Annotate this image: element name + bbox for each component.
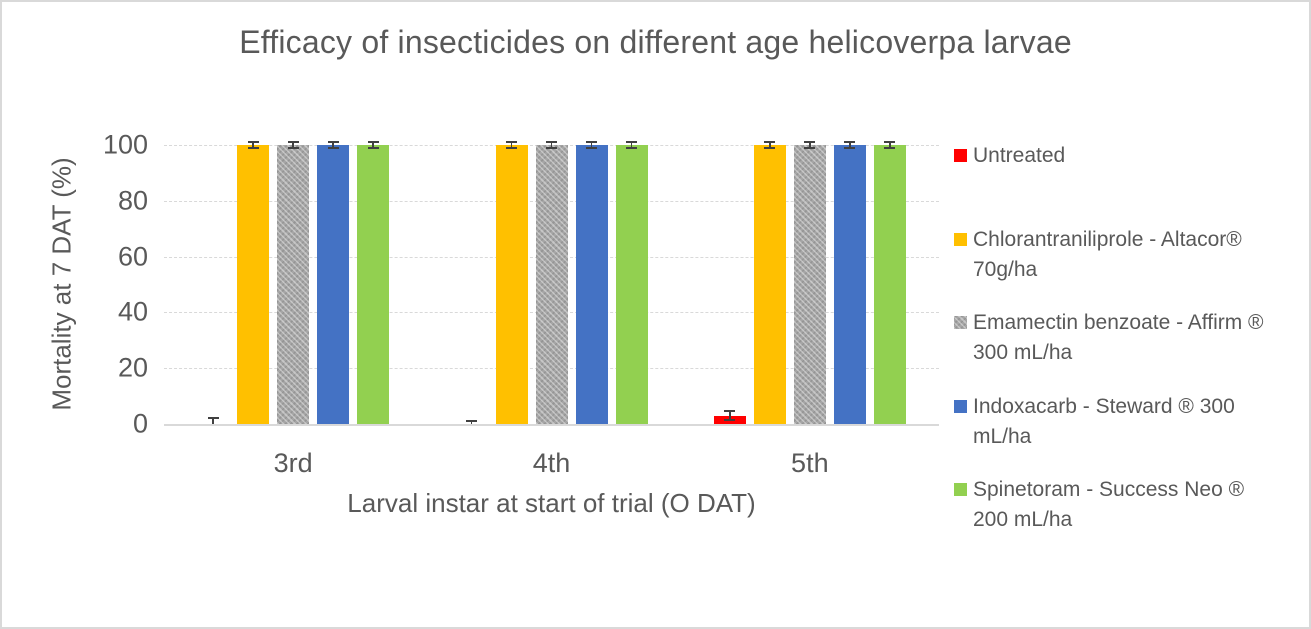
bar-series3-5th	[793, 145, 826, 424]
legend-item-5: Spinetoram - Success Neo ® 200 mL/ha	[954, 475, 1273, 535]
legend-label-4: Indoxacarb - Steward ® 300 mL/ha	[973, 395, 1235, 448]
error-cap-top-series5-5th	[884, 141, 896, 144]
bar-series2-4th	[495, 145, 528, 424]
bar-series4-5th	[833, 145, 866, 424]
plot-area	[164, 141, 939, 426]
error-whisker-series5-3rd	[372, 142, 374, 148]
legend-label-5: Spinetoram - Success Neo ® 200 mL/ha	[973, 478, 1245, 531]
error-cap-bottom-series4-5th	[844, 146, 856, 149]
bar-series2-3rd	[237, 145, 270, 424]
error-cap-top-series1-4th	[466, 420, 477, 423]
error-cap-bottom-series2-3rd	[247, 146, 259, 149]
legend-label-3: Emamectin benzoate - Affirm ® 300 mL/ha	[973, 311, 1264, 364]
bar-series3-3rd	[277, 145, 310, 424]
error-cap-bottom-series1-5th	[724, 418, 736, 421]
legend-swatch-5	[954, 483, 967, 496]
bar-series5-5th	[873, 145, 906, 424]
x-tick-label-4th: 4th	[532, 448, 571, 478]
error-whisker-series4-4th	[590, 142, 593, 148]
error-whisker-series1-5th	[729, 411, 731, 420]
y-axis-title: Mortality at 7 DAT (%)	[46, 157, 77, 411]
legend-swatch-1	[954, 149, 967, 162]
chart-title: Efficacy of insecticides on different ag…	[239, 24, 1072, 60]
error-whisker-series3-3rd	[292, 142, 294, 148]
error-cap-top-series3-3rd	[287, 141, 299, 144]
y-tick-label-60: 60	[117, 241, 148, 272]
y-tick-label-20: 20	[117, 352, 148, 383]
error-cap-top-series5-4th	[626, 141, 637, 144]
bar-series2-5th	[753, 145, 786, 424]
error-whisker-series3-5th	[809, 142, 811, 148]
error-cap-bottom-series4-3rd	[327, 146, 339, 149]
error-cap-top-series3-5th	[804, 141, 816, 144]
error-cap-bottom-series3-4th	[546, 146, 557, 149]
bar-series4-3rd	[317, 145, 350, 424]
error-whisker-series4-5th	[849, 142, 851, 148]
error-cap-top-series1-5th	[724, 410, 736, 413]
error-cap-top-series2-3rd	[247, 141, 259, 144]
error-cap-top-series3-4th	[546, 141, 557, 144]
error-whisker-series1-4th	[470, 421, 473, 424]
error-whisker-series2-3rd	[252, 142, 254, 148]
error-cap-bottom-series3-5th	[804, 146, 816, 149]
y-tick-label-40: 40	[117, 296, 148, 327]
error-cap-top-series4-5th	[844, 141, 856, 144]
error-whisker-series3-4th	[550, 142, 553, 148]
error-whisker-series5-4th	[630, 142, 633, 148]
y-tick-label-0: 0	[132, 408, 148, 439]
error-cap-bottom-series5-3rd	[367, 146, 379, 149]
legend-item-1: Untreated	[954, 141, 1273, 171]
error-cap-bottom-series5-5th	[884, 146, 896, 149]
y-tick-label-100: 100	[102, 129, 148, 160]
error-cap-top-series5-3rd	[367, 141, 379, 144]
legend-item-3: Emamectin benzoate - Affirm ® 300 mL/ha	[954, 308, 1273, 368]
error-cap-top-series4-4th	[586, 141, 597, 144]
bar-series5-3rd	[357, 145, 390, 424]
error-cap-bottom-series2-4th	[506, 146, 517, 149]
error-cap-top-series2-4th	[506, 141, 517, 144]
error-cap-top-series4-3rd	[327, 141, 339, 144]
bar-series4-4th	[575, 145, 608, 424]
error-whisker-series4-3rd	[332, 142, 334, 148]
legend-item-2: Chlorantraniliprole - Altacor® 70g/ha	[954, 225, 1273, 285]
error-whisker-series5-5th	[889, 142, 891, 148]
x-tick-label-3rd: 3rd	[273, 448, 313, 478]
error-cap-bottom-series2-5th	[764, 146, 776, 149]
error-cap-bottom-series4-4th	[586, 146, 597, 149]
legend-label-2: Chlorantraniliprole - Altacor® 70g/ha	[973, 228, 1242, 281]
legend-item-4: Indoxacarb - Steward ® 300 mL/ha	[954, 392, 1273, 452]
error-whisker-series2-5th	[769, 142, 771, 148]
legend-swatch-3	[954, 316, 967, 329]
error-whisker-series1-3rd	[212, 418, 214, 424]
x-axis-title: Larval instar at start of trial (O DAT)	[347, 488, 756, 518]
error-whisker-series2-4th	[510, 142, 513, 148]
y-tick-label-80: 80	[117, 185, 148, 216]
legend-label-1: Untreated	[973, 144, 1066, 167]
x-tick-label-5th: 5th	[791, 448, 829, 478]
bar-series5-4th	[615, 145, 648, 424]
error-cap-bottom-series3-3rd	[287, 146, 299, 149]
bar-series3-4th	[535, 145, 568, 424]
error-cap-top-series1-3rd	[207, 417, 219, 420]
legend-swatch-2	[954, 233, 967, 246]
error-cap-top-series2-5th	[764, 141, 776, 144]
error-cap-bottom-series5-4th	[626, 146, 637, 149]
legend-swatch-4	[954, 400, 967, 413]
